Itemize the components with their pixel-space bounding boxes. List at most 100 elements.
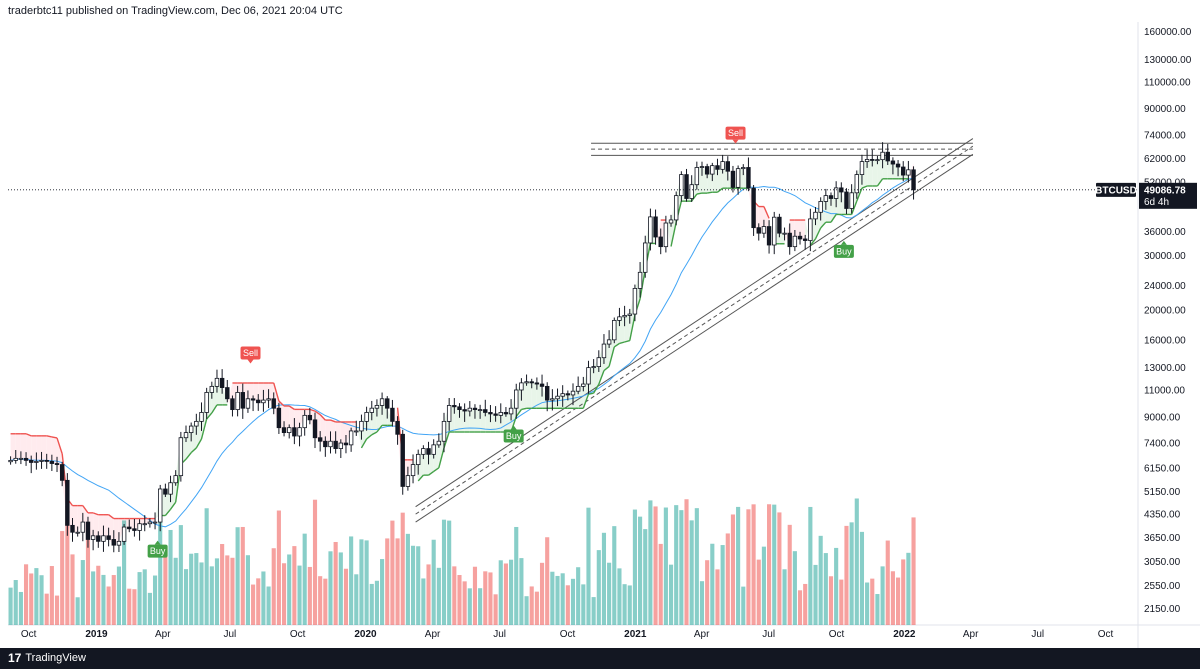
candle[interactable]: [617, 307, 622, 327]
candle[interactable]: [606, 330, 612, 348]
candle[interactable]: [111, 530, 116, 553]
sell-signal[interactable]: Sell: [240, 346, 261, 364]
candle[interactable]: [54, 456, 60, 473]
candle[interactable]: [147, 518, 153, 528]
candle[interactable]: [276, 402, 282, 434]
candle[interactable]: [312, 412, 318, 449]
candle[interactable]: [452, 398, 457, 414]
candle[interactable]: [751, 184, 756, 236]
candle[interactable]: [808, 208, 813, 252]
candle[interactable]: [281, 421, 287, 437]
candle[interactable]: [684, 168, 689, 202]
candle[interactable]: [49, 454, 55, 472]
candle[interactable]: [23, 452, 29, 466]
candle[interactable]: [658, 228, 663, 255]
candle[interactable]: [575, 376, 581, 395]
candle[interactable]: [379, 392, 385, 415]
candle[interactable]: [333, 431, 338, 454]
candle[interactable]: [689, 175, 694, 202]
candle[interactable]: [859, 154, 865, 185]
candle[interactable]: [188, 422, 194, 442]
candle[interactable]: [648, 208, 653, 251]
candle[interactable]: [483, 399, 488, 417]
candle[interactable]: [694, 161, 700, 190]
candle[interactable]: [261, 389, 266, 412]
candle[interactable]: [643, 235, 648, 278]
candle[interactable]: [400, 429, 405, 495]
candle[interactable]: [441, 412, 447, 453]
candle[interactable]: [209, 381, 215, 399]
candle[interactable]: [385, 396, 390, 419]
candle[interactable]: [127, 519, 132, 533]
candle[interactable]: [317, 431, 323, 452]
candle[interactable]: [555, 388, 560, 407]
candle[interactable]: [591, 359, 596, 374]
candle[interactable]: [348, 427, 354, 452]
buy-signal[interactable]: Buy: [147, 540, 168, 558]
moving-average-line[interactable]: [10, 177, 914, 528]
candle[interactable]: [895, 160, 901, 177]
candle[interactable]: [132, 518, 137, 537]
candle[interactable]: [446, 397, 452, 431]
brand-name[interactable]: TradingView: [25, 652, 86, 664]
candle[interactable]: [338, 439, 344, 459]
candle[interactable]: [508, 399, 514, 421]
candle[interactable]: [880, 142, 885, 169]
candle[interactable]: [431, 439, 436, 459]
candle[interactable]: [735, 165, 741, 195]
candle[interactable]: [343, 434, 349, 454]
candle[interactable]: [813, 207, 818, 226]
candle[interactable]: [256, 394, 261, 411]
candle[interactable]: [70, 517, 75, 542]
candle[interactable]: [297, 422, 302, 447]
candle[interactable]: [911, 166, 916, 200]
candle[interactable]: [410, 454, 416, 484]
candle[interactable]: [823, 188, 829, 210]
candle[interactable]: [245, 390, 251, 413]
candle[interactable]: [235, 385, 240, 417]
candle[interactable]: [529, 378, 534, 389]
candle[interactable]: [802, 234, 808, 250]
candle[interactable]: [797, 231, 803, 245]
trendline-upper[interactable]: [415, 138, 974, 508]
candle[interactable]: [137, 519, 142, 541]
candle[interactable]: [637, 262, 643, 298]
candle[interactable]: [741, 164, 746, 176]
candle[interactable]: [59, 461, 65, 487]
candle[interactable]: [230, 395, 235, 417]
candle[interactable]: [65, 473, 70, 536]
candle[interactable]: [704, 163, 710, 179]
candle[interactable]: [266, 389, 271, 409]
candle[interactable]: [173, 470, 178, 486]
candle[interactable]: [271, 392, 276, 415]
candle[interactable]: [710, 162, 715, 182]
candle[interactable]: [828, 192, 834, 206]
candle[interactable]: [199, 402, 204, 431]
candle[interactable]: [44, 453, 49, 469]
candle[interactable]: [183, 425, 189, 443]
candle[interactable]: [250, 395, 256, 412]
candle[interactable]: [214, 369, 220, 393]
candle[interactable]: [29, 455, 34, 474]
candle[interactable]: [477, 404, 483, 419]
candle[interactable]: [787, 223, 792, 255]
candle[interactable]: [405, 466, 411, 491]
candle[interactable]: [854, 170, 859, 199]
candle[interactable]: [766, 220, 772, 254]
candle[interactable]: [864, 149, 870, 168]
candle[interactable]: [668, 214, 674, 227]
candle[interactable]: [116, 532, 122, 553]
candle[interactable]: [168, 475, 173, 503]
candle[interactable]: [415, 449, 421, 475]
candle[interactable]: [18, 451, 24, 465]
candle[interactable]: [39, 451, 44, 469]
candle[interactable]: [560, 385, 565, 407]
candle[interactable]: [544, 382, 550, 412]
candle[interactable]: [158, 484, 163, 532]
candle[interactable]: [514, 383, 519, 419]
candle[interactable]: [194, 413, 199, 435]
candle[interactable]: [534, 377, 540, 390]
candle[interactable]: [901, 161, 906, 182]
candle[interactable]: [756, 223, 761, 241]
candle[interactable]: [163, 483, 168, 497]
